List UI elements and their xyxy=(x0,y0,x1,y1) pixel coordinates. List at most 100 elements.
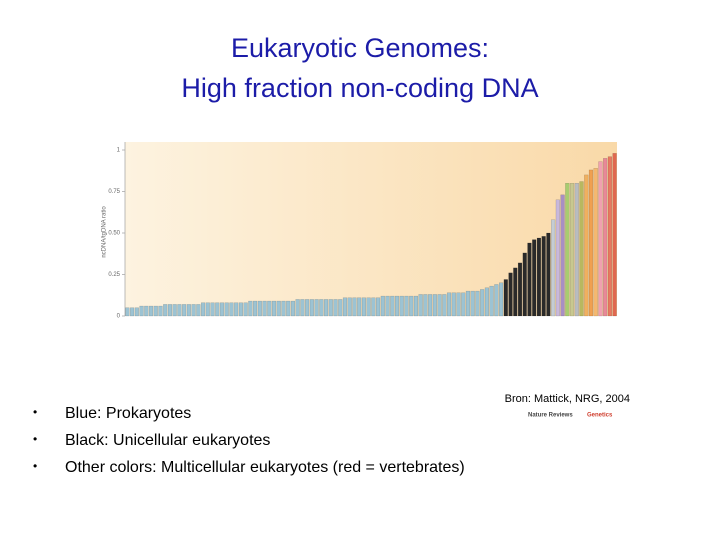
bar xyxy=(139,305,144,317)
bullet-text: Other colors: Multicellular eukaryotes (… xyxy=(65,459,465,476)
bar xyxy=(588,169,594,317)
bar xyxy=(508,272,513,317)
bar xyxy=(470,290,475,317)
bar xyxy=(167,304,173,317)
bar xyxy=(148,305,154,317)
bar xyxy=(380,295,385,317)
title-line: Eukaryotic Genomes: xyxy=(231,33,489,63)
bar xyxy=(182,304,187,317)
bar xyxy=(248,300,253,317)
bullet-text: Blue: Prokaryotes xyxy=(65,405,191,422)
bar xyxy=(432,294,437,317)
bar xyxy=(551,219,556,317)
bar xyxy=(191,304,196,317)
bar xyxy=(413,295,419,317)
logo: Genetics xyxy=(587,413,613,419)
bar xyxy=(229,302,234,317)
bar xyxy=(172,304,177,317)
bar xyxy=(352,297,357,317)
bar xyxy=(418,294,423,317)
bar xyxy=(286,300,291,317)
bar xyxy=(163,304,168,317)
bar xyxy=(532,239,537,317)
bar xyxy=(158,305,163,317)
bar xyxy=(153,305,158,317)
bar xyxy=(305,299,310,317)
bar xyxy=(205,302,210,317)
bar xyxy=(300,299,305,317)
bar xyxy=(451,292,456,317)
y-tick-label: 0.25 xyxy=(108,272,120,278)
bar xyxy=(423,294,428,317)
y-tick-label: 0.50 xyxy=(108,231,120,237)
bar xyxy=(290,300,296,317)
bar xyxy=(503,279,508,317)
bar xyxy=(475,290,480,317)
bar xyxy=(144,305,149,317)
bar xyxy=(442,294,447,317)
title-line: High fraction non-coding DNA xyxy=(181,73,538,103)
bar xyxy=(385,295,390,317)
bar xyxy=(338,299,343,317)
bar xyxy=(446,292,452,317)
bar xyxy=(333,299,338,317)
bar xyxy=(215,302,220,317)
bar xyxy=(437,294,442,317)
bar xyxy=(555,199,560,317)
bar xyxy=(196,304,201,317)
bar xyxy=(224,302,229,317)
bar xyxy=(541,236,546,317)
bar xyxy=(612,153,617,317)
bar xyxy=(253,300,258,317)
bar xyxy=(295,299,300,317)
bar xyxy=(361,297,366,317)
bar xyxy=(461,292,466,317)
bar xyxy=(569,182,575,317)
y-tick-label: 0 xyxy=(117,314,121,320)
bar xyxy=(499,282,504,317)
y-axis-label: ncDNA/tgDNA ratio xyxy=(102,206,108,258)
bar xyxy=(603,158,608,317)
bar xyxy=(342,297,348,317)
bar xyxy=(130,307,135,317)
bar xyxy=(394,295,400,317)
bar xyxy=(357,297,362,317)
bar xyxy=(234,302,239,317)
bar xyxy=(579,181,584,317)
bar xyxy=(319,299,324,317)
bar xyxy=(593,168,598,317)
bar xyxy=(323,299,329,317)
y-tick-label: 1 xyxy=(117,148,121,154)
bar xyxy=(376,297,381,317)
bar xyxy=(210,302,215,317)
bar xyxy=(489,285,494,317)
bar xyxy=(480,289,485,317)
bar xyxy=(484,287,489,317)
bar xyxy=(371,297,376,317)
bar xyxy=(366,297,371,317)
bullet-dot: • xyxy=(33,432,37,446)
bar xyxy=(607,156,612,317)
bar xyxy=(494,284,499,317)
bar xyxy=(328,299,333,317)
bar xyxy=(314,299,319,317)
bar xyxy=(409,295,414,317)
bar xyxy=(546,232,551,317)
bar xyxy=(134,307,139,317)
bar xyxy=(219,302,225,317)
bar xyxy=(517,262,523,317)
bar xyxy=(399,295,404,317)
bar xyxy=(390,295,395,317)
bar xyxy=(281,300,286,317)
bar xyxy=(527,242,532,317)
bar xyxy=(271,300,277,317)
bar xyxy=(565,182,570,317)
bar xyxy=(584,174,589,317)
bar xyxy=(598,161,603,317)
y-tick-label: 0.75 xyxy=(108,189,120,195)
bar xyxy=(177,304,182,317)
bar xyxy=(267,300,272,317)
bar xyxy=(536,237,542,317)
bar xyxy=(125,307,130,317)
